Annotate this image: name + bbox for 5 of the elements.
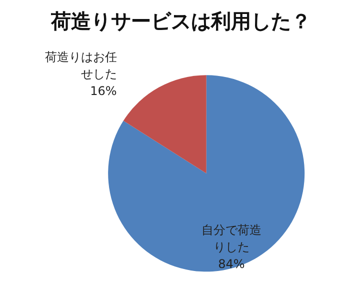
slice-label: 自分で荷造りした [201, 223, 262, 254]
slice-label: 荷造りはお任せした [44, 50, 117, 82]
chart-title: 荷造りサービスは利用した？ [50, 9, 311, 33]
data-label: 16% [90, 84, 117, 98]
data-label: 84% [218, 257, 245, 272]
